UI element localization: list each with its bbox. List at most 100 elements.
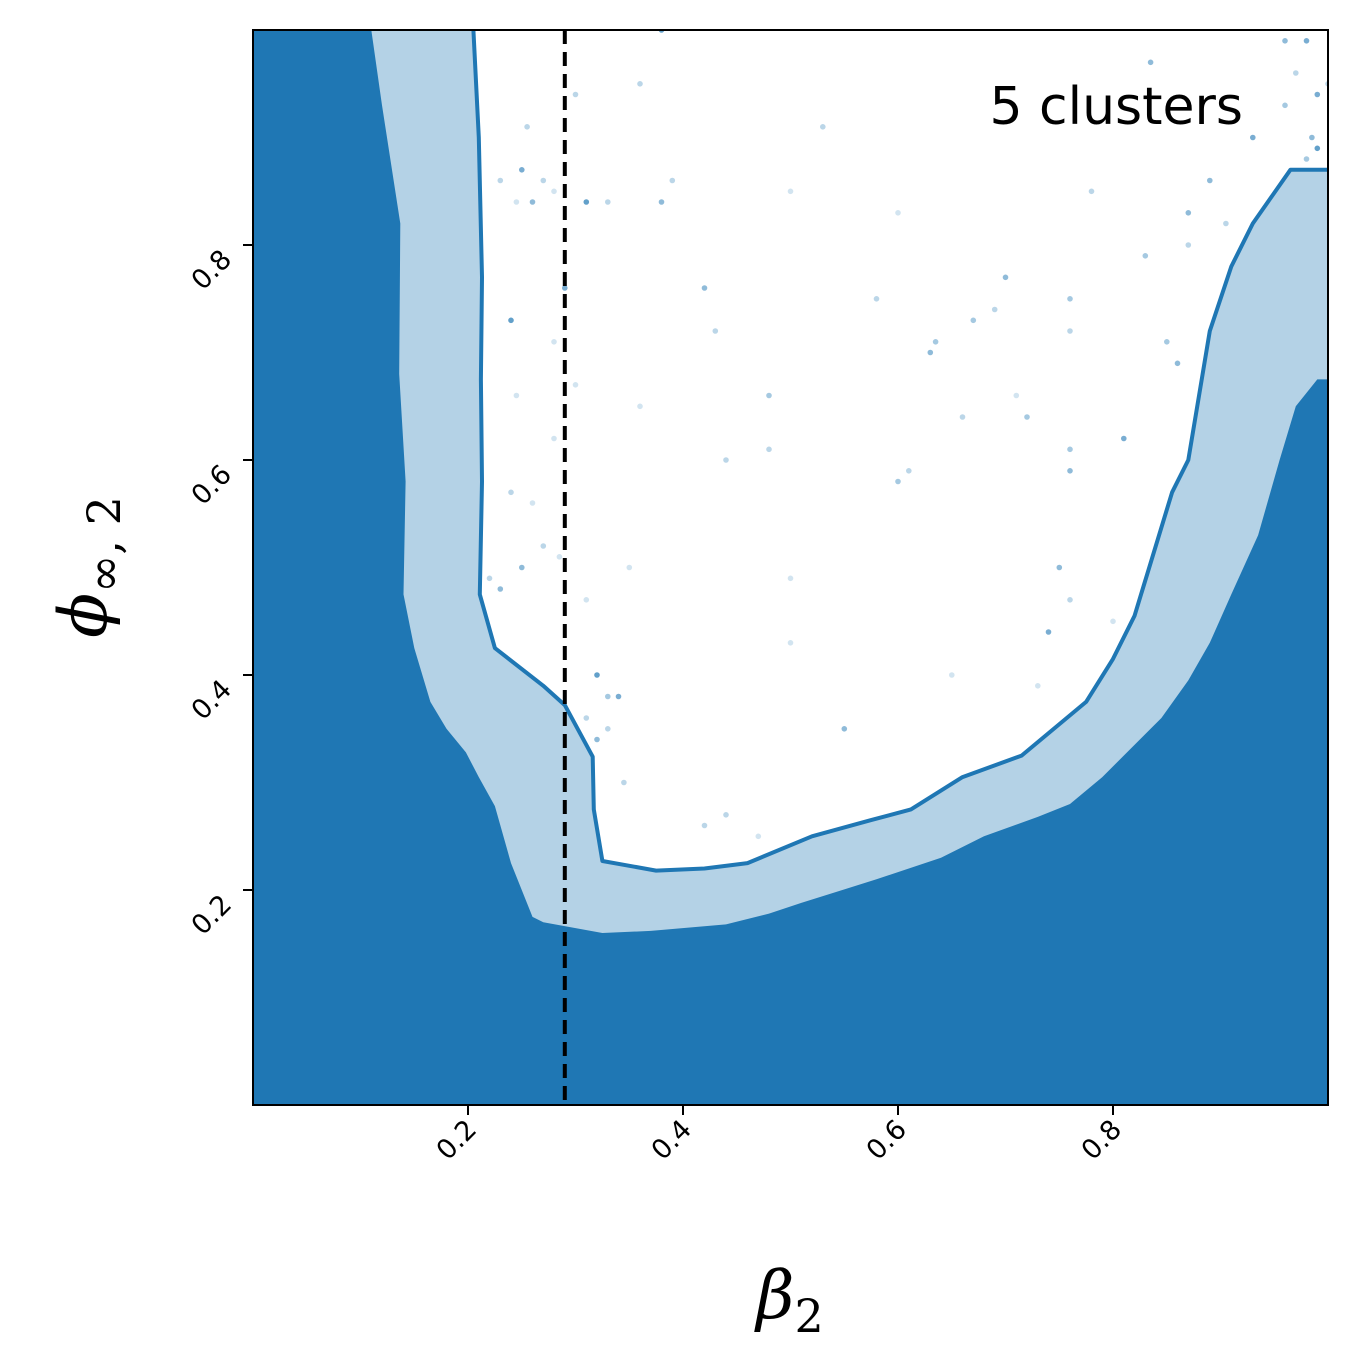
scatter-point-82 <box>787 640 794 646</box>
scatter-point-77 <box>766 446 772 453</box>
scatter-point-53 <box>1067 296 1073 302</box>
scatter-point-39 <box>895 478 901 485</box>
scatter-point-71 <box>1309 134 1315 141</box>
x-axis-ticks: 0.2 0.4 0.6 0.8 <box>431 1105 1128 1166</box>
scatter-point-9 <box>562 285 568 291</box>
scatter-point-69 <box>1293 70 1299 76</box>
scatter-point-23 <box>594 736 600 743</box>
scatter-point-86 <box>626 564 633 571</box>
scatter-point-73 <box>1185 242 1192 248</box>
scatter-point-33 <box>712 328 719 334</box>
scatter-point-44 <box>970 317 977 324</box>
scatter-point-3 <box>513 199 520 205</box>
scatter-point-59 <box>1174 360 1181 367</box>
scatter-point-49 <box>1056 564 1063 571</box>
scatter-point-60 <box>1185 210 1192 216</box>
scatter-point-31 <box>669 177 676 184</box>
x-tick-label-2: 0.6 <box>861 1114 913 1166</box>
scatter-point-91 <box>513 392 520 399</box>
scatter-point-61 <box>1207 177 1213 184</box>
y-axis-ticks: 0.2 0.4 0.6 0.8 <box>186 244 253 941</box>
x-axis-label-symbol: β <box>753 1257 794 1334</box>
scatter-point-67 <box>1314 145 1321 152</box>
x-tick-label-0: 0.2 <box>431 1114 483 1166</box>
inner-contour-region <box>253 30 1328 1105</box>
scatter-point-66 <box>1314 91 1321 98</box>
scatter-point-87 <box>637 403 643 410</box>
scatter-point-7 <box>508 317 514 324</box>
scatter-point-14 <box>519 564 525 571</box>
scatter-point-57 <box>1147 59 1154 66</box>
scatter-point-51 <box>1067 446 1073 453</box>
scatter-point-0 <box>519 167 525 173</box>
scatter-point-84 <box>1035 683 1041 689</box>
scatter-point-38 <box>841 726 848 732</box>
y-tick-label-2: 0.6 <box>186 459 238 511</box>
scatter-point-74 <box>1088 188 1095 195</box>
scatter-point-62 <box>1223 220 1229 227</box>
y-axis-label: ϕ∞, 2 <box>45 496 131 638</box>
scatter-point-37 <box>820 124 826 130</box>
contour-line <box>471 30 1328 873</box>
scatter-point-47 <box>1024 414 1030 420</box>
x-axis-label-subscript: 2 <box>794 1289 823 1343</box>
scatter-point-32 <box>701 285 708 291</box>
scatter-point-46 <box>1002 274 1009 281</box>
scatter-point-88 <box>701 822 708 829</box>
scatter-point-78 <box>787 575 794 582</box>
scatter-point-72 <box>1282 102 1288 109</box>
scatter-point-11 <box>529 500 536 506</box>
annotation-label: 5 clusters <box>989 77 1243 137</box>
scatter-point-15 <box>540 543 547 549</box>
scatter-point-43 <box>959 414 966 420</box>
scatter-point-25 <box>572 382 579 388</box>
scatter-point-75 <box>1110 618 1116 625</box>
scatter-point-19 <box>605 693 611 700</box>
scatter-point-12 <box>486 575 493 582</box>
y-tick-label-0: 0.2 <box>186 889 238 941</box>
scatter-point-22 <box>605 726 611 732</box>
scatter-point-2 <box>524 124 530 130</box>
scatter-point-40 <box>906 468 912 474</box>
scatter-point-58 <box>1164 339 1170 345</box>
scatter-point-89 <box>551 435 557 442</box>
scatter-point-28 <box>637 81 643 87</box>
x-tick-label-3: 0.8 <box>1076 1114 1128 1166</box>
scatter-point-29 <box>658 199 665 205</box>
y-axis-label-symbol: ϕ <box>45 593 122 638</box>
scatter-point-26 <box>583 199 590 205</box>
scatter-point-10 <box>508 489 514 496</box>
scatter-point-54 <box>1067 328 1073 334</box>
scatter-point-52 <box>1067 597 1073 603</box>
x-axis-label: β2 <box>753 1257 823 1343</box>
x-tick-label-1: 0.4 <box>646 1114 698 1166</box>
scatter-point-85 <box>1013 392 1020 399</box>
scatter-point-64 <box>1282 38 1288 44</box>
scatter-point-6 <box>572 91 579 98</box>
y-axis-label-subscript: ∞, 2 <box>77 496 131 593</box>
scatter-point-41 <box>927 349 934 356</box>
scatter-point-36 <box>787 188 794 195</box>
scatter-point-45 <box>991 306 998 313</box>
y-tick-label-1: 0.4 <box>186 674 238 726</box>
scatter-point-4 <box>551 188 557 195</box>
scatter-point-1 <box>540 177 547 184</box>
scatter-point-81 <box>755 833 762 840</box>
scatter-point-65 <box>1303 38 1310 44</box>
scatter-point-16 <box>556 554 563 560</box>
scatter-point-80 <box>895 210 901 216</box>
scatter-point-27 <box>605 199 611 205</box>
scatter-point-63 <box>1250 134 1256 141</box>
scatter-point-48 <box>1045 629 1052 635</box>
scatter-point-90 <box>497 177 504 184</box>
scatter-point-42 <box>932 339 939 345</box>
scatter-point-55 <box>1121 435 1127 442</box>
scatter-point-24 <box>621 779 627 786</box>
scatter-point-35 <box>723 812 729 818</box>
scatter-point-17 <box>583 597 590 603</box>
scatter-point-50 <box>1067 468 1073 474</box>
scatter-points <box>486 30 1328 840</box>
scatter-point-21 <box>583 715 590 721</box>
plot-frame <box>252 29 1329 1106</box>
